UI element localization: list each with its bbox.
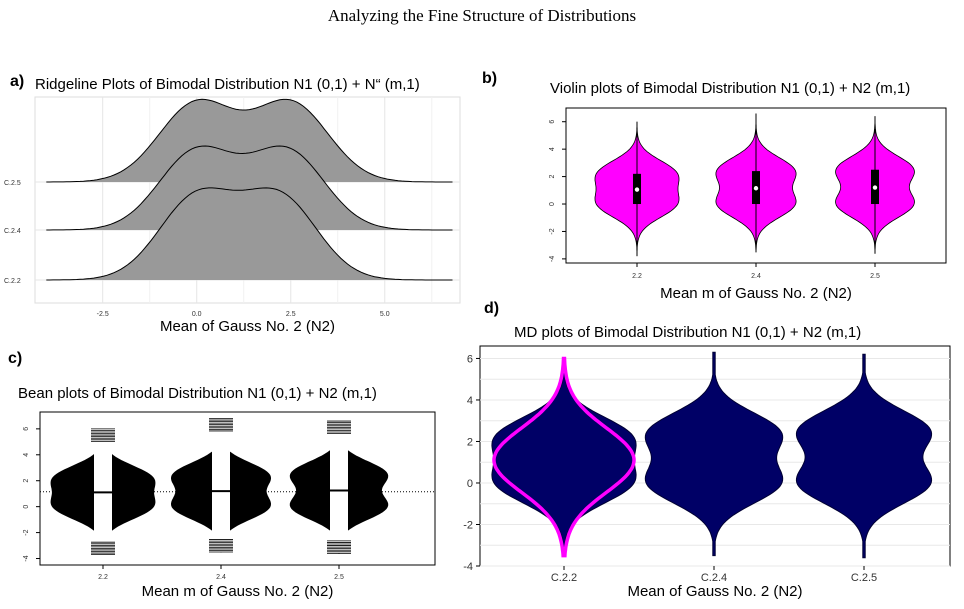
md-violin-C.2.5 [795,353,933,559]
ridge-line-C.2.5 [46,98,453,183]
bean-band-2.5 [330,421,348,554]
x-tick-label: 2.5 [286,311,296,318]
panel-a-letter: a) [10,73,25,90]
y-tick-label: C.2.4 [4,228,21,235]
x-tick-label: C.2.2 [551,572,577,584]
y-tick-label: C.2.2 [4,278,21,285]
x-tick-label: 0.0 [192,311,202,318]
y-tick-label: -4 [549,256,556,262]
y-tick-label: 4 [467,395,473,407]
y-tick-label: 2 [549,175,556,179]
x-tick-label: 2.4 [216,574,226,581]
y-tick-label: -4 [23,555,30,561]
ridge-line-C.2.4 [46,145,453,231]
panel-c-title: Bean plots of Bimodal Distribution N1 (0… [18,385,377,402]
median-dot-2.2 [634,187,640,192]
panel-b-xlabel: Mean m of Gauss No. 2 (N2) [660,285,852,302]
x-tick-label: C.2.5 [851,572,877,584]
panel-c-letter: c) [8,350,23,367]
panel-b-letter: b) [482,70,498,87]
x-tick-label: 2.2 [632,273,642,280]
x-tick-label: 5.0 [380,311,390,318]
x-tick-label: C.2.4 [701,572,727,584]
y-tick-label: -2 [463,519,473,531]
panel-d-letter: d) [484,300,500,317]
panel-c-xlabel: Mean m of Gauss No. 2 (N2) [141,583,334,600]
y-tick-label: 0 [467,478,473,490]
y-tick-label: -2 [23,529,30,535]
y-tick-label: 4 [23,453,30,457]
ridge-line-C.2.2 [46,187,453,281]
y-tick-label: 2 [467,436,473,448]
x-tick-label: -2.5 [97,311,109,318]
y-tick-label: -2 [549,228,556,234]
median-dot-2.4 [753,186,759,191]
y-tick-label: C.2.5 [4,180,21,187]
panel-d-xlabel: Mean of Gauss No. 2 (N2) [627,583,803,600]
ridge-area-C.2.2 [46,187,453,280]
md-violin-C.2.4 [644,351,784,557]
y-tick-label: 4 [549,147,556,151]
y-tick-label: -4 [463,561,473,573]
x-tick-label: 2.4 [751,273,761,280]
y-tick-label: 0 [549,202,556,206]
y-tick-label: 0 [23,505,30,509]
y-tick-label: 6 [549,120,556,124]
y-tick-label: 6 [23,427,30,431]
ridge-area-C.2.5 [46,99,453,182]
x-tick-label: 2.5 [334,574,344,581]
y-tick-label: 6 [467,353,473,365]
panel-d-title: MD plots of Bimodal Distribution N1 (0,1… [514,324,862,341]
ridge-area-C.2.4 [46,146,453,230]
panel-b-title: Violin plots of Bimodal Distribution N1 … [550,80,911,97]
overlay-outline-C.2.2 [492,356,636,558]
panel-a-xlabel: Mean of Gauss No. 2 (N2) [159,318,336,335]
panel-a-title: Ridgeline Plots of Bimodal Distribution … [35,76,420,93]
bean-band-2.4 [212,418,230,553]
page-title: Analyzing the Fine Structure of Distribu… [327,6,637,25]
x-tick-label: 2.2 [98,574,108,581]
x-tick-label: 2.5 [870,273,880,280]
median-dot-2.5 [872,185,878,190]
y-tick-label: 2 [23,479,30,483]
